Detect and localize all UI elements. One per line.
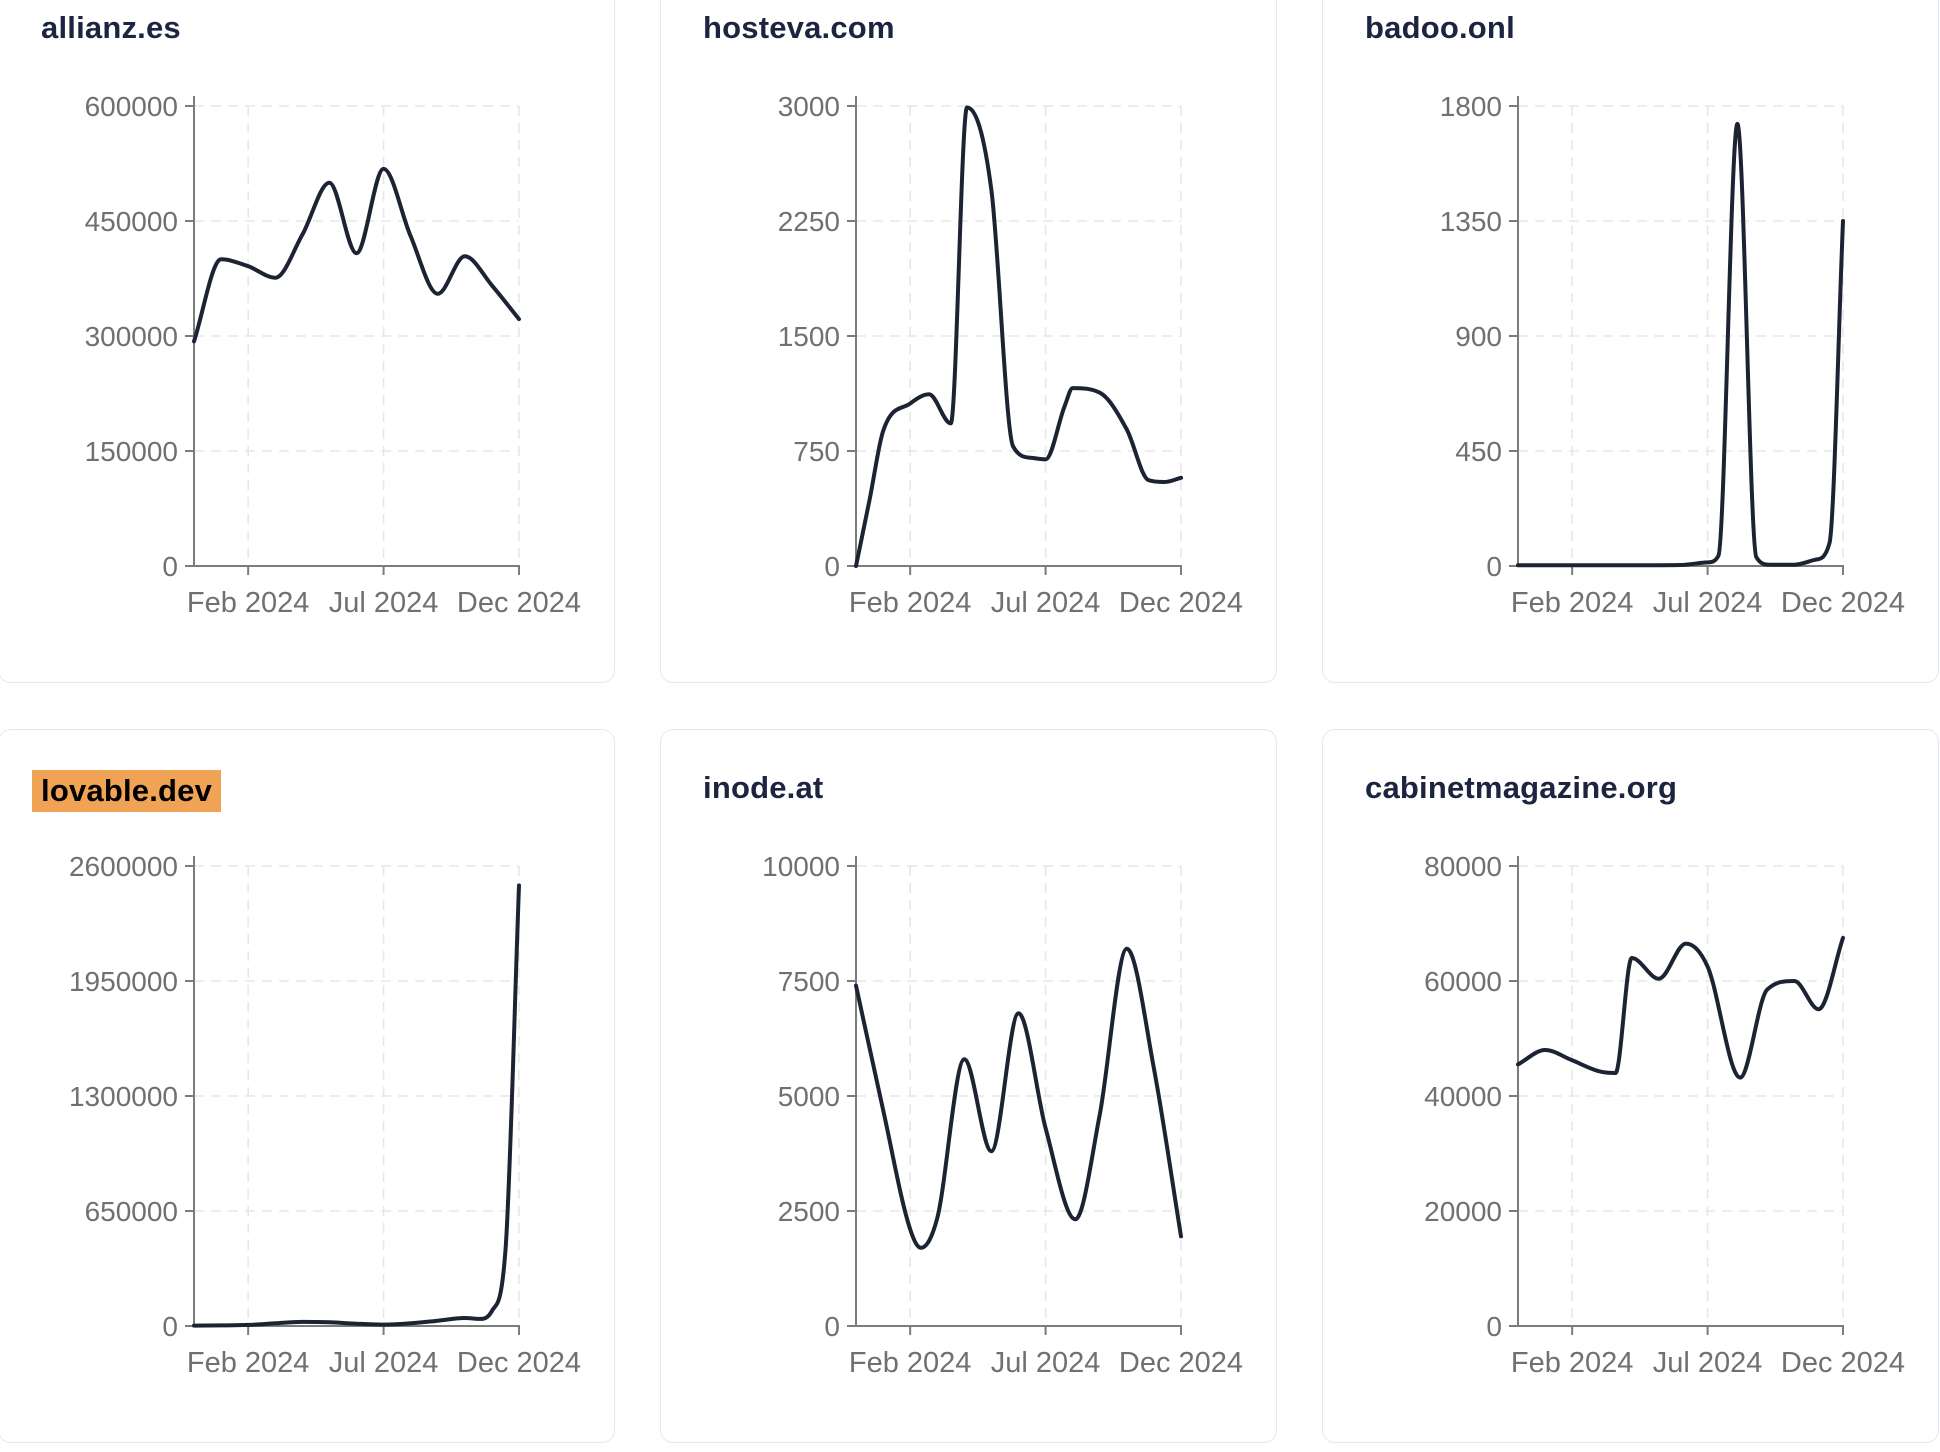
y-tick-label: 1350 <box>1440 206 1502 237</box>
y-tick-label: 2500 <box>778 1196 840 1227</box>
y-tick-label: 0 <box>162 551 178 582</box>
chart-card-hosteva: hosteva.com 0 750 1500 2250 3000 Feb 2024 Jul … <box>660 0 1277 683</box>
y-tick-label: 0 <box>824 551 840 582</box>
gridlines <box>194 865 520 1326</box>
y-tick-label: 300000 <box>85 321 178 352</box>
domain-name: allianz.es <box>41 10 181 45</box>
x-tick-label: Dec 2024 <box>1119 587 1243 619</box>
x-tick-label: Jul 2024 <box>991 587 1101 619</box>
y-tick-label: 3000 <box>778 91 840 122</box>
y-tick-label: 150000 <box>85 436 178 467</box>
y-tick-label: 2600000 <box>69 851 178 882</box>
chart-title: badoo.onl <box>1365 10 1515 46</box>
series-line <box>192 166 521 344</box>
series-line <box>1516 121 1845 568</box>
x-tick-label: Dec 2024 <box>1781 587 1905 619</box>
chart-card-inode: inode.at 0 2500 5000 7500 10000 Feb 2024 Jul 2… <box>660 729 1277 1443</box>
axes <box>847 856 1182 1335</box>
chart-title: inode.at <box>703 770 823 806</box>
y-tick-label: 1950000 <box>69 966 178 997</box>
x-tick-label: Jul 2024 <box>1653 587 1763 619</box>
y-tick-label: 650000 <box>85 1196 178 1227</box>
x-tick-label: Dec 2024 <box>1119 1347 1243 1379</box>
tick-labels: 0 450 900 1350 1800 Feb 2024 Jul 2024 Dec 2024 <box>1440 91 1905 619</box>
x-tick-label: Feb 2024 <box>1511 1347 1634 1379</box>
gridlines <box>856 865 1182 1326</box>
x-tick-label: Feb 2024 <box>849 1347 972 1379</box>
axes <box>847 96 1182 575</box>
chart-title: lovable.dev <box>32 770 222 812</box>
line-chart: 0 150000 300000 450000 600000 Feb 2024 Jul 202… <box>85 91 582 619</box>
chart-title: hosteva.com <box>703 10 895 46</box>
chart-card-cabinetmagazine: cabinetmagazine.org 0 20000 40000 60000 8000… <box>1322 729 1939 1443</box>
tick-labels: 0 750 1500 2250 3000 Feb 2024 Jul 2024 Dec 2024 <box>778 91 1243 619</box>
gridlines <box>194 105 520 566</box>
tick-labels: 0 650000 1300000 1950000 2600000 Feb 2024 Jul … <box>69 851 581 1379</box>
y-tick-label: 600000 <box>85 91 178 122</box>
x-tick-label: Dec 2024 <box>457 1347 581 1379</box>
y-tick-label: 80000 <box>1424 851 1502 882</box>
x-tick-label: Feb 2024 <box>187 1347 310 1379</box>
series-line <box>192 883 521 1328</box>
domain-name: cabinetmagazine.org <box>1365 770 1678 805</box>
y-tick-label: 60000 <box>1424 966 1502 997</box>
y-tick-label: 750 <box>793 436 840 467</box>
domain-name: badoo.onl <box>1365 10 1515 45</box>
gridlines <box>856 105 1182 566</box>
series-line <box>1516 935 1845 1080</box>
y-tick-label: 1800 <box>1440 91 1502 122</box>
gridlines <box>1518 865 1844 1326</box>
chart-title: allianz.es <box>41 10 181 46</box>
x-tick-label: Feb 2024 <box>1511 587 1634 619</box>
chart-title: cabinetmagazine.org <box>1365 770 1677 806</box>
chart-card-lovable: lovable.dev 0 650000 1300000 1950000 2600000… <box>0 729 615 1443</box>
x-tick-label: Jul 2024 <box>329 587 439 619</box>
y-tick-label: 900 <box>1455 321 1502 352</box>
line-chart: 0 650000 1300000 1950000 2600000 Feb 2024 Jul … <box>69 851 581 1379</box>
x-tick-label: Jul 2024 <box>1653 1347 1763 1379</box>
x-tick-label: Feb 2024 <box>849 587 972 619</box>
domain-name: inode.at <box>703 770 824 805</box>
y-tick-label: 0 <box>1486 551 1502 582</box>
y-tick-label: 0 <box>1486 1311 1502 1342</box>
y-tick-label: 2250 <box>778 206 840 237</box>
x-tick-label: Feb 2024 <box>187 587 310 619</box>
tick-labels: 0 150000 300000 450000 600000 Feb 2024 Jul 202… <box>85 91 582 619</box>
y-tick-label: 1300000 <box>69 1081 178 1112</box>
x-tick-label: Dec 2024 <box>1781 1347 1905 1379</box>
tick-labels: 0 2500 5000 7500 10000 Feb 2024 Jul 2024 Dec 20… <box>762 851 1243 1379</box>
domain-name: lovable.dev <box>32 770 222 812</box>
series-line <box>854 946 1183 1250</box>
chart-card-allianz: allianz.es 0 150000 300000 450000 600000 Feb … <box>0 0 615 683</box>
y-tick-label: 450000 <box>85 206 178 237</box>
gridlines <box>1518 105 1844 566</box>
series-line <box>854 105 1183 568</box>
chart-card-badoo: badoo.onl 0 450 900 1350 1800 Feb 2024 Jul 202… <box>1322 0 1939 683</box>
y-tick-label: 20000 <box>1424 1196 1502 1227</box>
x-tick-label: Jul 2024 <box>991 1347 1101 1379</box>
line-chart: 0 20000 40000 60000 80000 Feb 2024 Jul 2024 Dec… <box>1424 851 1905 1379</box>
line-chart: 0 450 900 1350 1800 Feb 2024 Jul 2024 Dec 2024 <box>1440 91 1905 619</box>
y-tick-label: 1500 <box>778 321 840 352</box>
x-tick-label: Jul 2024 <box>329 1347 439 1379</box>
line-chart: 0 2500 5000 7500 10000 Feb 2024 Jul 2024 Dec 20… <box>762 851 1243 1379</box>
y-tick-label: 10000 <box>762 851 840 882</box>
y-tick-label: 0 <box>162 1311 178 1342</box>
y-tick-label: 5000 <box>778 1081 840 1112</box>
line-chart: 0 750 1500 2250 3000 Feb 2024 Jul 2024 Dec 2024 <box>778 91 1243 619</box>
y-tick-label: 7500 <box>778 966 840 997</box>
y-tick-label: 40000 <box>1424 1081 1502 1112</box>
y-tick-label: 450 <box>1455 436 1502 467</box>
x-tick-label: Dec 2024 <box>457 587 581 619</box>
axes <box>1509 856 1844 1335</box>
axes <box>185 96 520 575</box>
y-tick-label: 0 <box>824 1311 840 1342</box>
domain-name: hosteva.com <box>703 10 895 45</box>
tick-labels: 0 20000 40000 60000 80000 Feb 2024 Jul 2024 Dec… <box>1424 851 1905 1379</box>
